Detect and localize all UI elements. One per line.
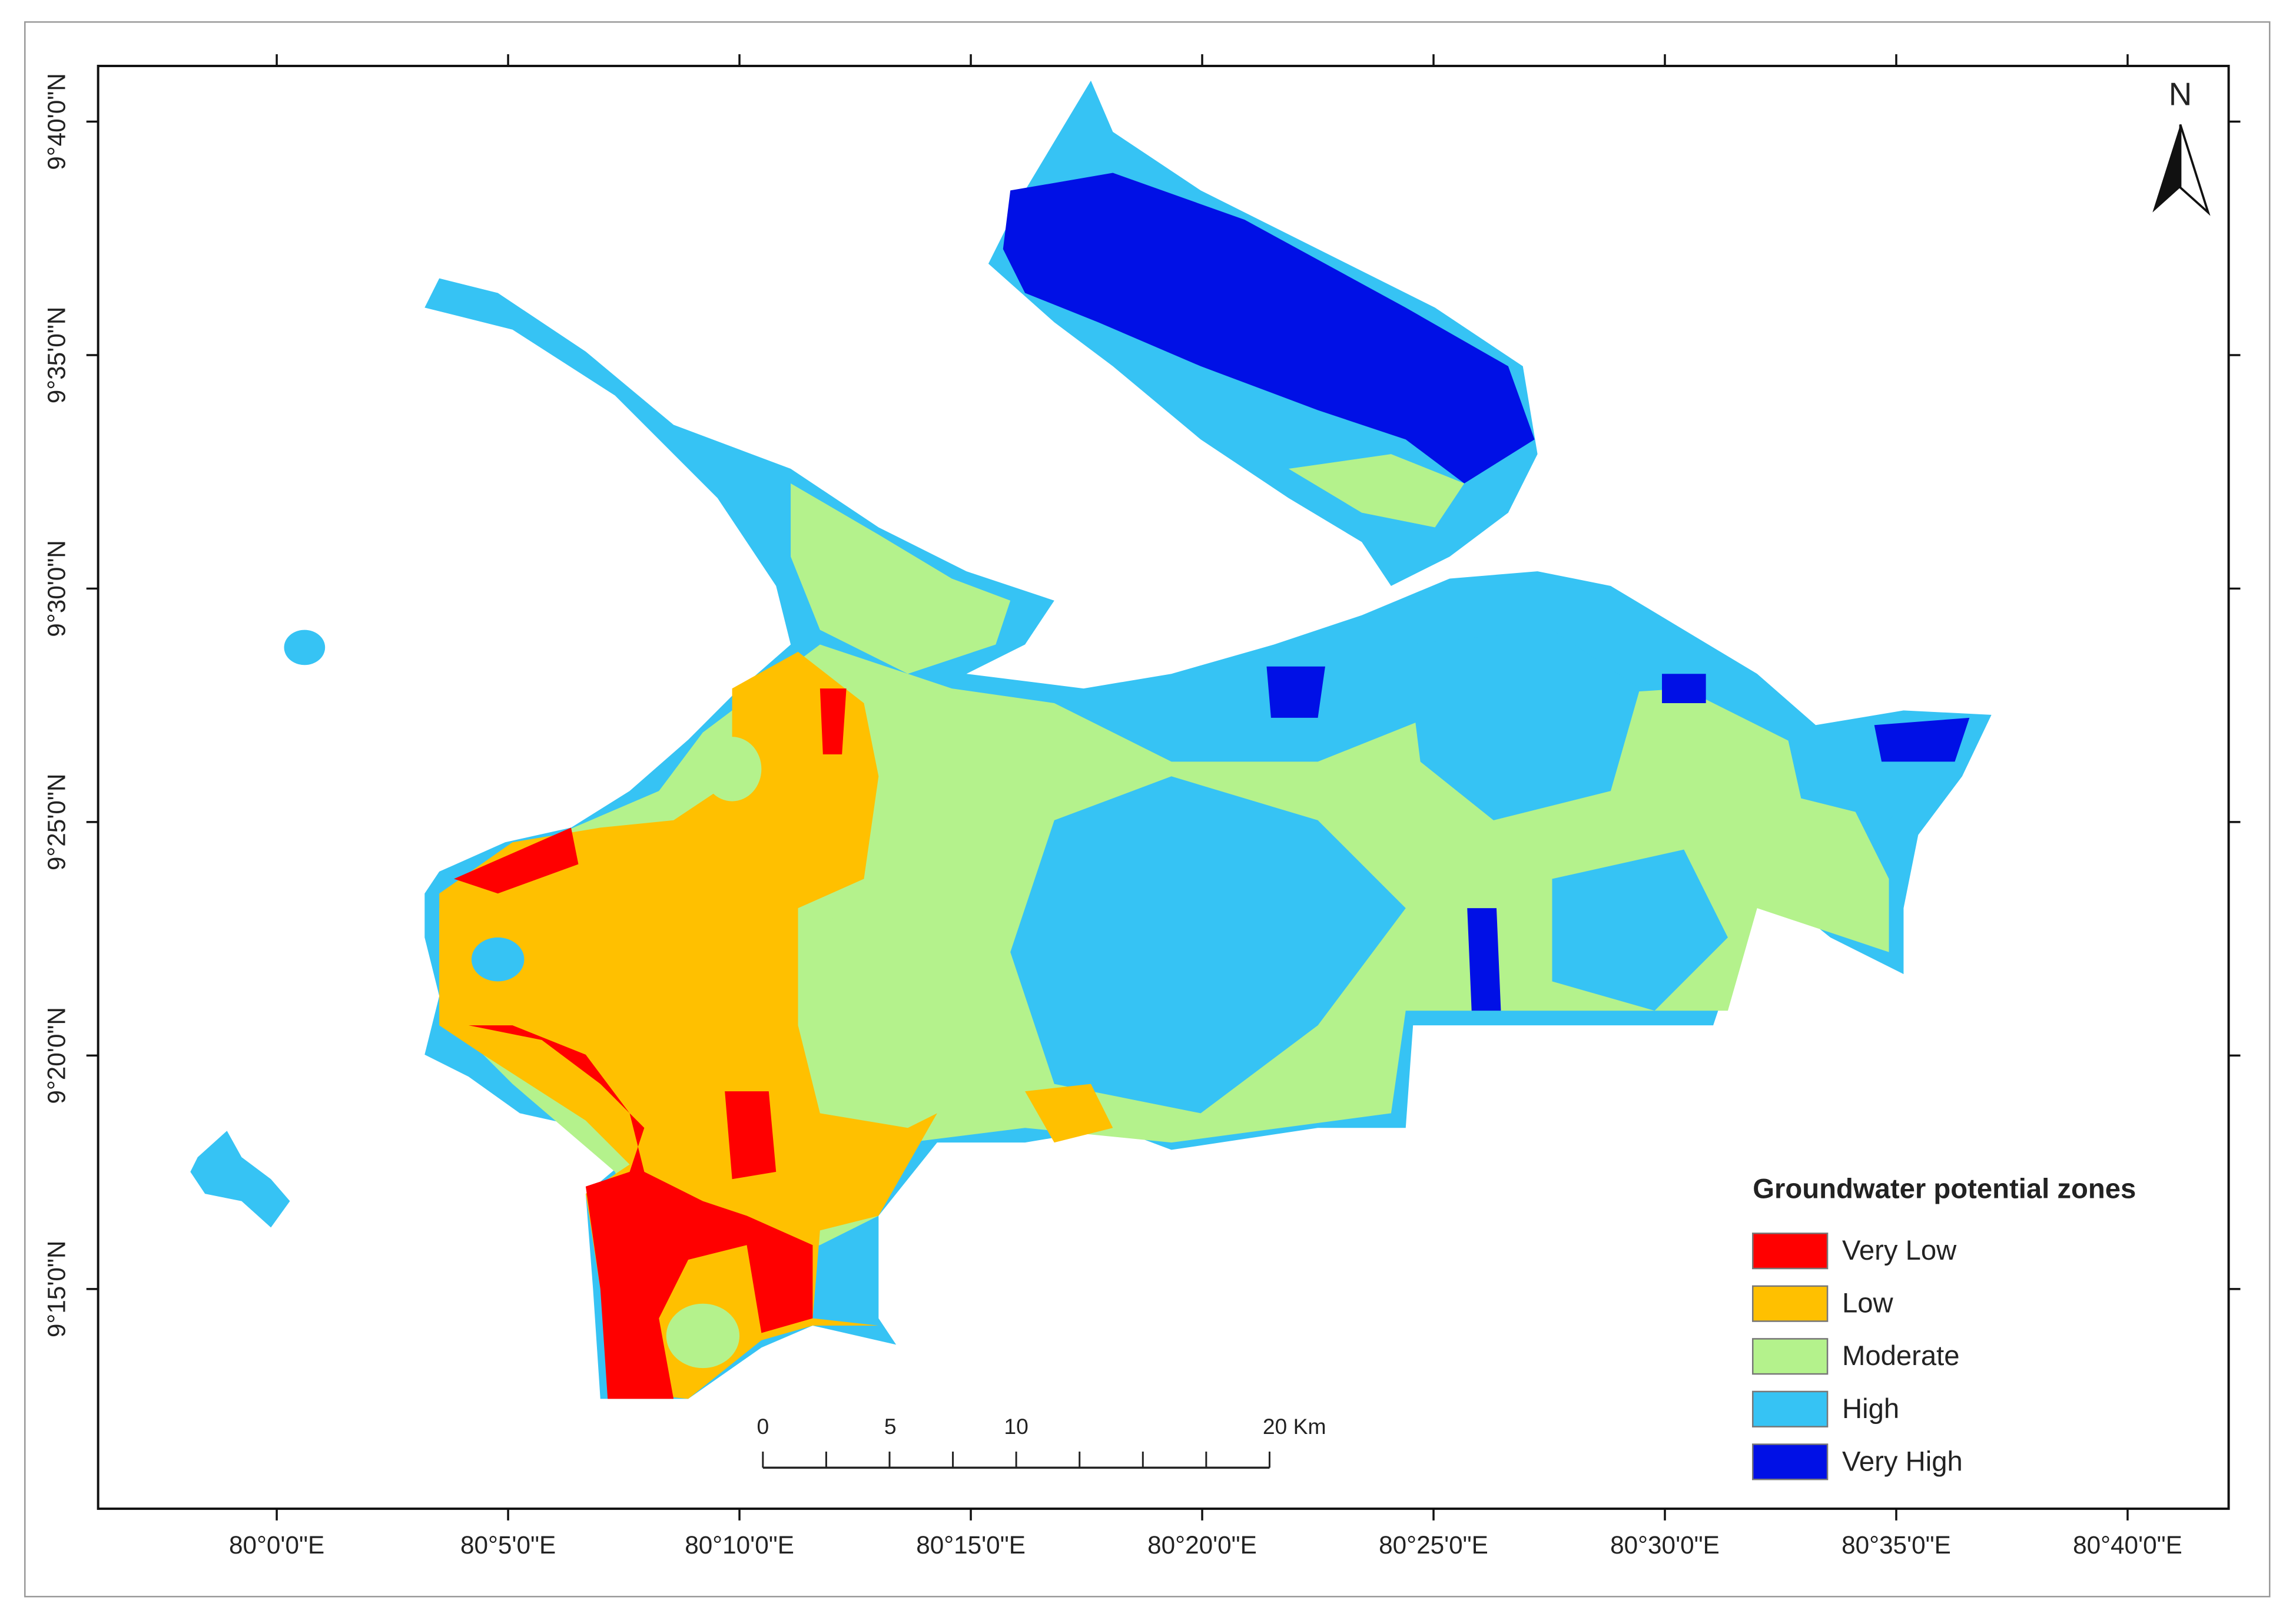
zone-very-high: [1266, 666, 1325, 718]
graticule-labels: 80°0'0"E 80°5'0"E 80°10'0"E 80°15'0"E 80°20'…: [43, 54, 2241, 1559]
legend-title: Groundwater potential zones: [1753, 1174, 2136, 1205]
zone-moderate: [812, 893, 945, 1069]
lat-label: 9°20'0"N: [43, 1007, 71, 1104]
lat-label: 9°40'0"N: [43, 73, 71, 170]
zone-high: [284, 630, 326, 665]
lat-label: 9°30'0"N: [43, 540, 71, 637]
lon-label: 80°30'0"E: [1610, 1531, 1720, 1559]
zone-moderate: [791, 483, 1011, 674]
legend-label: Moderate: [1842, 1340, 1960, 1372]
zone-very-high: [1874, 717, 1970, 762]
legend-swatch: [1751, 1390, 1829, 1427]
legend-label: Very High: [1842, 1446, 1963, 1477]
scale-bar: 0 5 10 20 Km: [757, 1414, 1326, 1469]
lat-label: 9°35'0"N: [43, 307, 71, 404]
north-label: N: [2169, 76, 2192, 112]
scale-label: 0: [757, 1414, 769, 1439]
zone-high: [1010, 776, 1406, 1114]
scale-label: 5: [884, 1414, 897, 1439]
legend-label: Low: [1842, 1288, 1894, 1319]
lon-label: 80°40'0"E: [2073, 1531, 2182, 1559]
zone-very-low: [468, 1025, 813, 1399]
map-frame: [97, 65, 2230, 1510]
zone-very-high: [1662, 674, 1706, 703]
lon-label: 80°25'0"E: [1379, 1531, 1488, 1559]
zone-very-high: [1003, 173, 1535, 483]
lon-label: 80°10'0"E: [685, 1531, 794, 1559]
zone-layer: [190, 80, 1992, 1399]
lat-label: 9°15'0"N: [43, 1241, 71, 1338]
zone-very-low: [454, 827, 579, 894]
zone-very-low: [725, 1091, 777, 1180]
lon-label: 80°35'0"E: [1842, 1531, 1951, 1559]
zone-moderate: [666, 1303, 740, 1369]
lon-label: 80°5'0"E: [460, 1531, 556, 1559]
legend-swatch: [1751, 1285, 1829, 1322]
zone-high: [1552, 849, 1728, 1011]
legend: Groundwater potential zones Very Low Low M…: [1751, 1174, 2136, 1480]
legend-swatch: [1751, 1443, 1829, 1480]
zone-high: [471, 937, 525, 982]
zone-low: [1025, 1084, 1113, 1143]
legend-label: High: [1842, 1393, 1899, 1425]
scale-label: 20 Km: [1263, 1414, 1326, 1439]
lon-label: 80°20'0"E: [1147, 1531, 1257, 1559]
lon-label: 80°0'0"E: [229, 1531, 324, 1559]
zone-very-low: [819, 688, 847, 754]
zone-very-high: [1467, 908, 1501, 1011]
legend-swatch: [1751, 1338, 1829, 1375]
lon-label: 80°15'0"E: [916, 1531, 1026, 1559]
legend-label: Very Low: [1842, 1235, 1957, 1266]
zone-high: [1405, 630, 1640, 820]
lat-label: 9°25'0"N: [43, 774, 71, 871]
north-arrow-right: [2179, 124, 2211, 216]
zone-moderate: [702, 737, 762, 801]
legend-swatch: [1751, 1233, 1829, 1270]
zone-moderate: [1288, 454, 1465, 528]
zone-high: [190, 1131, 290, 1228]
scale-label: 10: [1004, 1414, 1028, 1439]
